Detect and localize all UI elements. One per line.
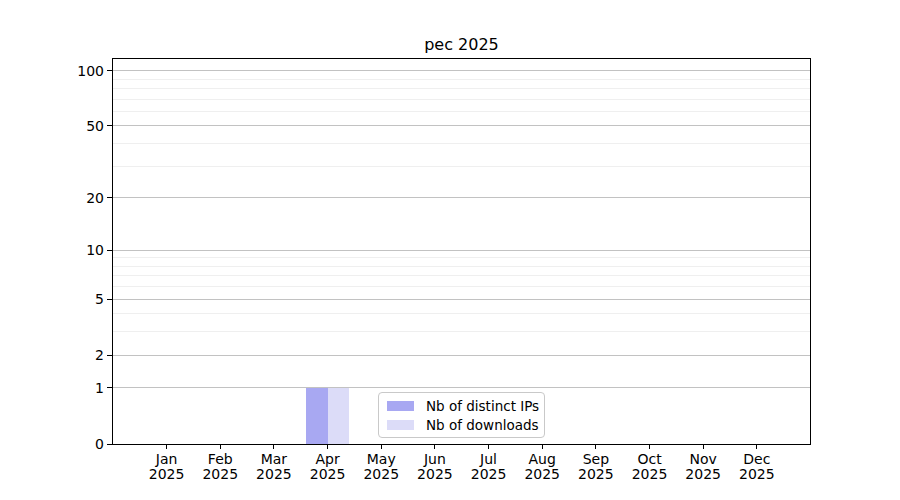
legend-label-downloads: Nb of downloads: [426, 417, 539, 433]
x-tick: [703, 444, 704, 449]
chart-title: pec 2025: [113, 36, 810, 54]
legend-item-distinct-ips: Nb of distinct IPs: [387, 398, 544, 414]
bar-nb-of-downloads: [328, 388, 349, 444]
x-tick: [488, 444, 489, 449]
x-tick: [595, 444, 596, 449]
y-tick-label: 10: [56, 241, 104, 259]
x-tick: [273, 444, 274, 449]
y-tick: [107, 387, 112, 388]
x-tick-label-year: 2025: [725, 467, 789, 482]
x-tick-label: Dec2025: [725, 452, 789, 482]
x-tick: [434, 444, 435, 449]
y-tick: [107, 299, 112, 300]
gridline-minor: [113, 111, 810, 112]
legend: Nb of distinct IPs Nb of downloads: [378, 392, 545, 438]
y-tick: [107, 355, 112, 356]
gridline-minor: [113, 79, 810, 80]
x-tick: [327, 444, 328, 449]
gridline-minor: [113, 166, 810, 167]
gridline-major: [113, 70, 810, 71]
y-tick: [107, 444, 112, 445]
y-tick: [107, 70, 112, 71]
gridline-major: [113, 299, 810, 300]
y-tick: [107, 250, 112, 251]
gridline-minor: [113, 266, 810, 267]
plot-area: [112, 58, 811, 445]
legend-swatch-downloads-icon: [387, 420, 414, 430]
chart-figure: pec 2025 0125102050100Jan2025Feb2025Mar2…: [0, 0, 900, 500]
gridline-minor: [113, 143, 810, 144]
gridline-minor: [113, 88, 810, 89]
gridline-minor: [113, 286, 810, 287]
gridline-minor: [113, 313, 810, 314]
gridline-major: [113, 125, 810, 126]
x-tick: [756, 444, 757, 449]
y-tick-label: 5: [56, 290, 104, 308]
legend-label-distinct-ips: Nb of distinct IPs: [426, 398, 539, 414]
gridline-minor: [113, 257, 810, 258]
gridline-minor: [113, 99, 810, 100]
x-tick: [542, 444, 543, 449]
y-tick-label: 50: [56, 117, 104, 135]
y-tick: [107, 197, 112, 198]
y-tick-label: 100: [56, 62, 104, 80]
x-tick: [220, 444, 221, 449]
x-tick: [649, 444, 650, 449]
legend-swatch-distinct-ips-icon: [387, 401, 414, 411]
y-tick-label: 0: [56, 435, 104, 453]
y-tick: [107, 125, 112, 126]
gridline-major: [113, 387, 810, 388]
bar-nb-of-distinct-ips: [306, 388, 327, 444]
gridline-major: [113, 250, 810, 251]
y-tick-label: 20: [56, 189, 104, 207]
gridline-major: [113, 197, 810, 198]
y-tick-label: 2: [56, 346, 104, 364]
x-tick-label-month: Dec: [725, 452, 789, 467]
gridline-minor: [113, 331, 810, 332]
x-tick: [381, 444, 382, 449]
x-tick: [166, 444, 167, 449]
gridline-minor: [113, 275, 810, 276]
gridline-major: [113, 355, 810, 356]
legend-item-downloads: Nb of downloads: [387, 417, 544, 433]
y-tick-label: 1: [56, 379, 104, 397]
